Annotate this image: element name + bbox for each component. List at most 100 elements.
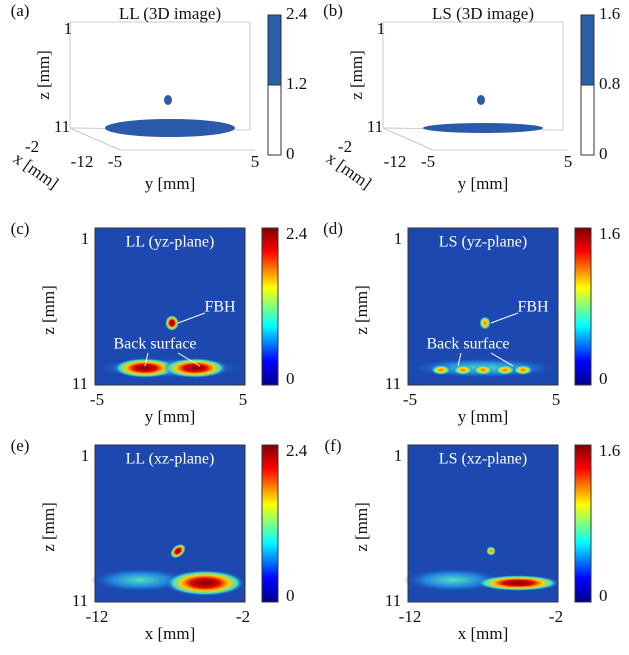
heatmap-blob xyxy=(403,568,503,592)
z-tick-label: 1 xyxy=(81,229,90,248)
title: LL (3D image) xyxy=(119,4,221,23)
colorbar-lower xyxy=(267,84,282,156)
h-axis-label: y [mm] xyxy=(458,407,509,426)
annotation-arrow xyxy=(490,312,519,324)
colorbar-tick-label: 2.4 xyxy=(286,224,308,243)
colorbar-tick-label: 1.6 xyxy=(599,224,620,243)
colorbar-lower xyxy=(580,84,595,156)
z-tick-label: 11 xyxy=(54,117,70,136)
panel-label: (c) xyxy=(11,219,30,238)
annotation-arrow xyxy=(144,352,149,367)
box-edge xyxy=(69,127,121,151)
annotation: Back surface xyxy=(113,336,196,353)
z-tick-label: 11 xyxy=(367,117,383,136)
depth-tick-label: -12 xyxy=(71,152,94,171)
h-axis-label: y [mm] xyxy=(145,407,196,426)
colorbar xyxy=(574,444,592,603)
z-tick-label: 1 xyxy=(64,19,73,38)
h-axis-label: y [mm] xyxy=(145,174,196,193)
h-tick-label: 5 xyxy=(564,152,573,171)
h-tick-label: -2 xyxy=(236,607,250,626)
heatmap-frame xyxy=(94,227,246,386)
heatmap-blob xyxy=(113,358,177,378)
colorbar xyxy=(261,444,279,603)
z-tick-label: 1 xyxy=(81,446,90,465)
colorbar-tick-label: 1.6 xyxy=(599,4,620,23)
colorbar-tick-label: 0.8 xyxy=(599,74,620,93)
z-tick-label: 11 xyxy=(72,591,88,610)
depth-tick-label: -12 xyxy=(384,152,407,171)
panel-label: (a) xyxy=(11,1,30,20)
panel-label: (b) xyxy=(323,1,343,20)
annotation: FBH xyxy=(204,299,236,316)
fbh-3d xyxy=(164,95,172,105)
z-tick-label: 1 xyxy=(394,229,403,248)
h-tick-label: 5 xyxy=(552,390,561,409)
h-tick-label: -5 xyxy=(403,390,417,409)
h-tick-label: -12 xyxy=(86,607,109,626)
h-tick-label: 5 xyxy=(251,152,260,171)
z-axis-label: z [mm] xyxy=(347,50,366,100)
z-tick-label: 1 xyxy=(377,19,386,38)
heatmap-blob xyxy=(90,568,190,592)
back-surface-3d xyxy=(423,123,543,133)
panel-label: (f) xyxy=(325,436,342,455)
panel-label: (e) xyxy=(11,436,30,455)
annotation: Back surface xyxy=(426,336,509,353)
z-tick-label: 11 xyxy=(385,374,401,393)
h-axis-label: y [mm] xyxy=(458,174,509,193)
heatmap-blob xyxy=(473,365,493,375)
heatmap-blob xyxy=(453,365,473,375)
colorbar-tick-label: 0 xyxy=(286,369,295,388)
annotation: FBH xyxy=(517,299,549,316)
title: LS (3D image) xyxy=(432,4,534,23)
heatmap-frame xyxy=(407,444,559,603)
h-tick-label: -5 xyxy=(108,152,122,171)
colorbar-tick-label: 0 xyxy=(599,586,608,605)
heatmap-blob xyxy=(479,316,491,330)
heatmap-blob xyxy=(165,315,179,331)
z-tick-label: 11 xyxy=(385,591,401,610)
heatmap-blob xyxy=(165,570,245,596)
heatmap-blob xyxy=(170,543,186,559)
colorbar xyxy=(261,227,279,386)
heatmap-blob xyxy=(163,358,227,378)
heatmap-blob xyxy=(513,365,533,375)
title: LS (yz-plane) xyxy=(439,234,527,251)
z-axis-label: z [mm] xyxy=(34,50,53,100)
colorbar-upper xyxy=(580,14,595,86)
z-tick-label: 11 xyxy=(72,374,88,393)
colorbar-tick-label: 1.6 xyxy=(599,441,620,460)
heatmap-blob xyxy=(431,365,451,375)
colorbar-tick-label: 0 xyxy=(599,144,608,163)
h-tick-label: 5 xyxy=(239,390,248,409)
colorbar-tick-label: 0 xyxy=(286,144,295,163)
colorbar-tick-label: 0 xyxy=(286,586,295,605)
box-edge xyxy=(382,127,434,151)
z-axis-label: z [mm] xyxy=(39,285,58,335)
depth-tick-label: -2 xyxy=(338,137,352,156)
heatmap-frame xyxy=(94,444,246,603)
z-axis-label: z [mm] xyxy=(352,502,371,552)
heatmap-blob xyxy=(486,546,496,556)
z-axis-label: z [mm] xyxy=(352,285,371,335)
colorbar xyxy=(574,227,592,386)
h-tick-label: -12 xyxy=(399,607,422,626)
h-axis-label: x [mm] xyxy=(458,624,509,643)
back-surface-3d xyxy=(105,119,235,137)
annotation-arrow xyxy=(177,352,201,367)
heatmap-frame xyxy=(407,227,559,386)
colorbar-tick-label: 0 xyxy=(599,369,608,388)
h-tick-label: -5 xyxy=(90,390,104,409)
h-tick-label: -5 xyxy=(421,152,435,171)
z-tick-label: 1 xyxy=(394,446,403,465)
heatmap-blob xyxy=(476,575,560,591)
fbh-3d xyxy=(477,95,485,105)
colorbar-upper xyxy=(267,14,282,86)
h-axis-label: x [mm] xyxy=(145,624,196,643)
annotation-arrow xyxy=(457,352,462,367)
panel-label: (d) xyxy=(323,219,343,238)
heatmap-blob xyxy=(495,365,515,375)
colorbar-tick-label: 1.2 xyxy=(286,74,307,93)
